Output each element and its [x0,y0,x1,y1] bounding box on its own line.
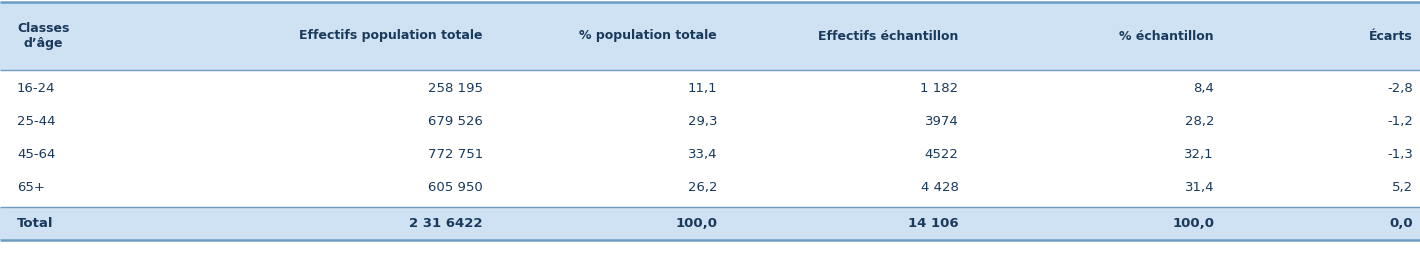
Text: 2 31 6422: 2 31 6422 [409,217,483,230]
Text: 0,0: 0,0 [1389,217,1413,230]
Text: Classes
d’âge: Classes d’âge [17,22,70,50]
Text: 16-24: 16-24 [17,82,55,95]
Text: 25-44: 25-44 [17,115,55,128]
Text: 5,2: 5,2 [1392,181,1413,194]
Text: Écarts: Écarts [1369,29,1413,42]
Text: 605 950: 605 950 [427,181,483,194]
Text: 29,3: 29,3 [687,115,717,128]
Text: 45-64: 45-64 [17,148,55,161]
Text: -2,8: -2,8 [1387,82,1413,95]
Text: 4 428: 4 428 [920,181,959,194]
Text: 28,2: 28,2 [1184,115,1214,128]
Text: 31,4: 31,4 [1184,181,1214,194]
Text: 1 182: 1 182 [920,82,959,95]
Text: 14 106: 14 106 [907,217,958,230]
Text: 679 526: 679 526 [427,115,483,128]
Text: 258 195: 258 195 [427,82,483,95]
Text: 65+: 65+ [17,181,45,194]
Text: Effectifs population totale: Effectifs population totale [300,29,483,42]
Text: 33,4: 33,4 [687,148,717,161]
Text: -1,3: -1,3 [1387,148,1413,161]
Text: 3974: 3974 [924,115,959,128]
Text: % population totale: % population totale [579,29,717,42]
Text: 4522: 4522 [924,148,959,161]
Text: 32,1: 32,1 [1184,148,1214,161]
Text: 26,2: 26,2 [687,181,717,194]
Text: 772 751: 772 751 [427,148,483,161]
Text: % échantillon: % échantillon [1119,29,1214,42]
Text: 100,0: 100,0 [674,217,717,230]
Text: Total: Total [17,217,54,230]
Text: 8,4: 8,4 [1193,82,1214,95]
Text: -1,2: -1,2 [1387,115,1413,128]
Text: Effectifs échantillon: Effectifs échantillon [818,29,959,42]
Text: 100,0: 100,0 [1172,217,1214,230]
Text: 11,1: 11,1 [687,82,717,95]
